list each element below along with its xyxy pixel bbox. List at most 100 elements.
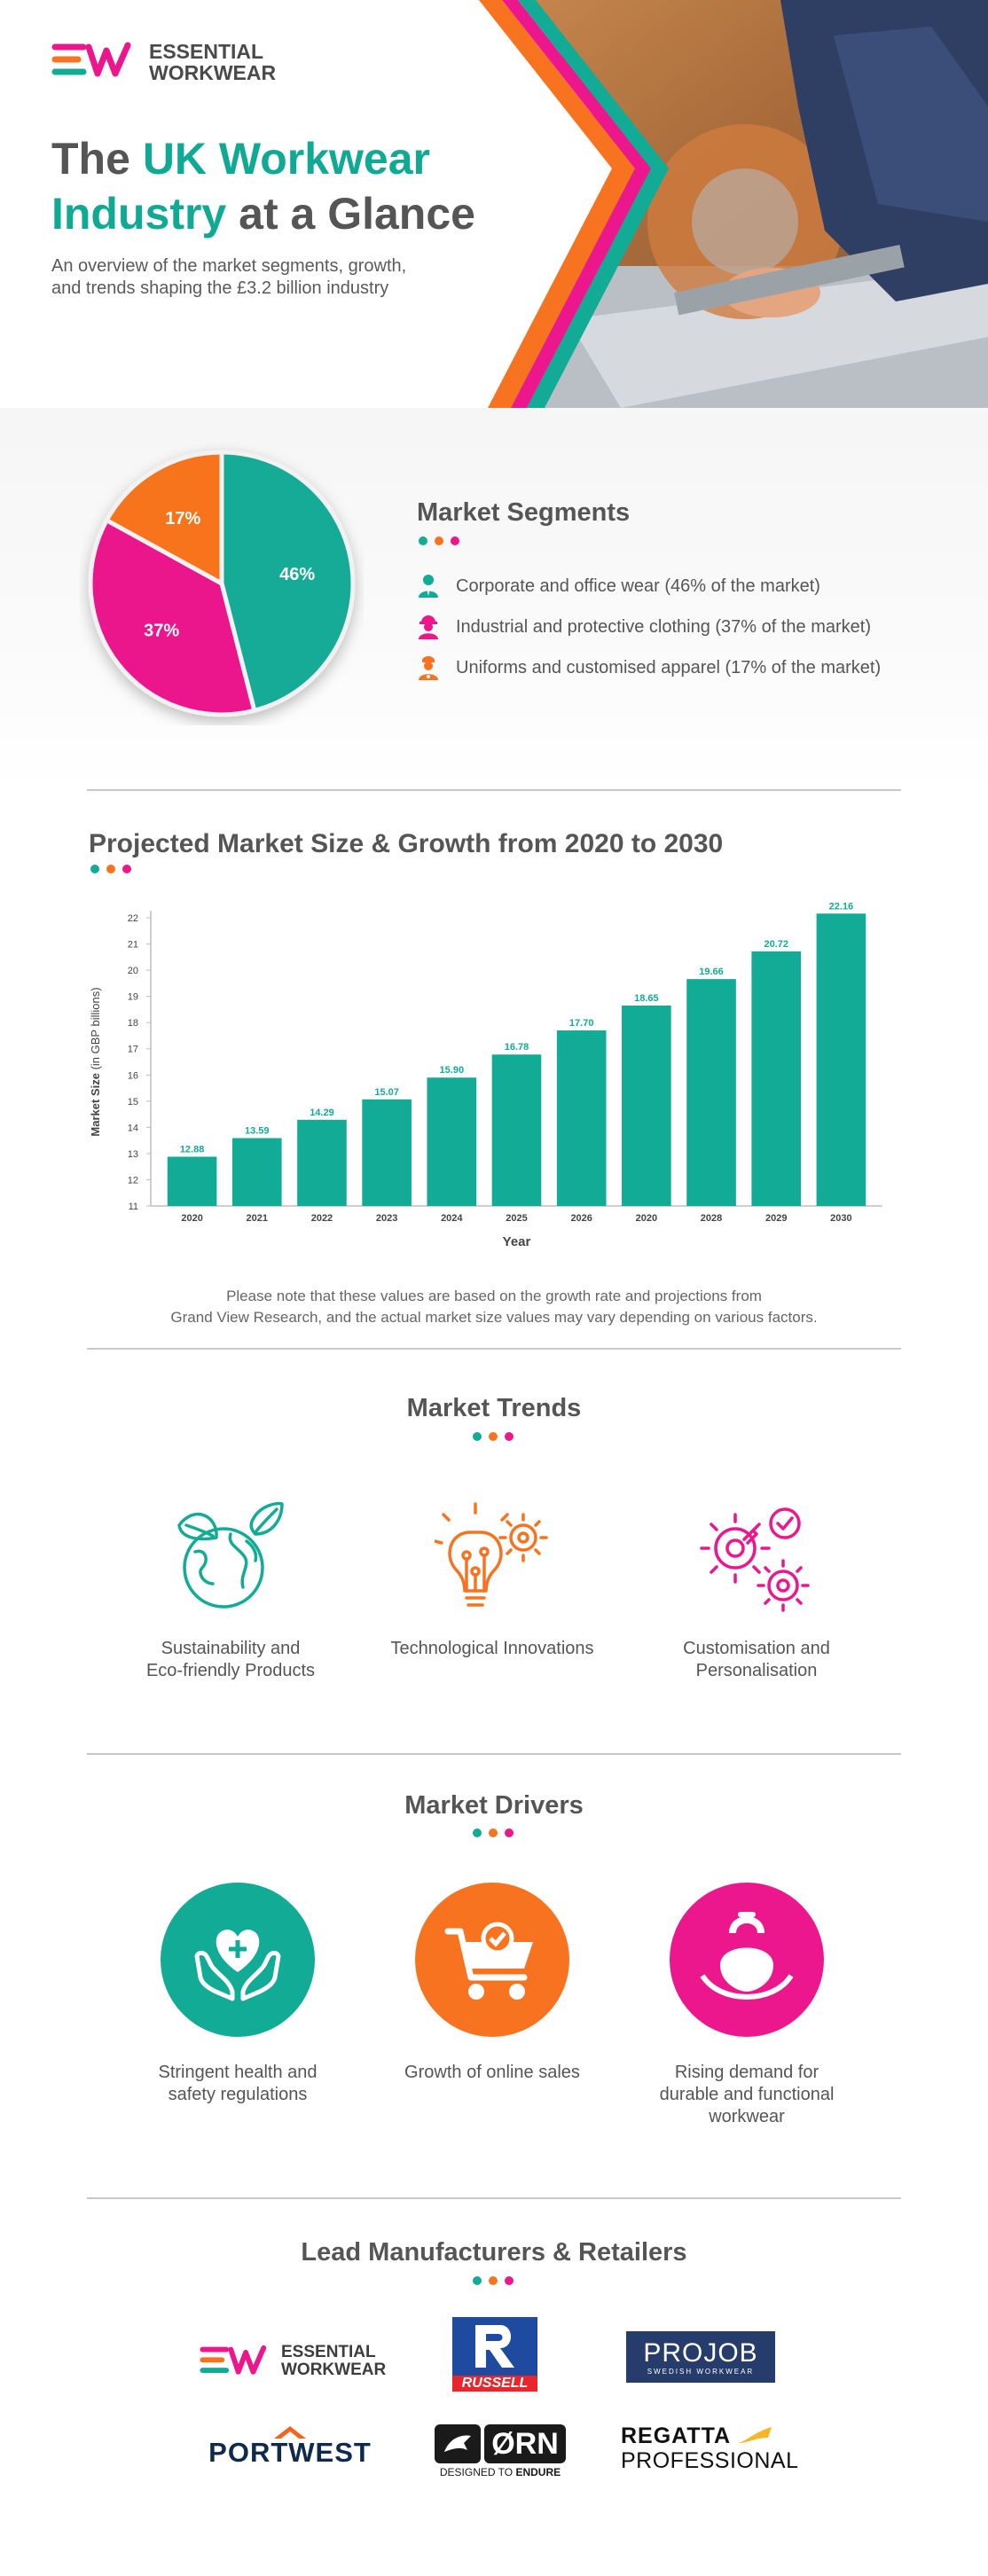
bar-value-label: 19.66 xyxy=(699,967,724,977)
bar xyxy=(427,1077,477,1206)
dot-pink xyxy=(505,2276,514,2285)
x-tick-label: 2021 xyxy=(247,1213,268,1224)
bar-value-label: 14.29 xyxy=(310,1108,334,1118)
bar-value-label: 12.88 xyxy=(180,1144,205,1155)
logo-text-line1: ESSENTIAL xyxy=(149,40,264,63)
dot-teal xyxy=(473,1828,482,1837)
divider xyxy=(87,1348,901,1350)
bjorn-emblem xyxy=(435,2423,482,2463)
russell-wordmark: RUSSELL xyxy=(452,2376,537,2392)
driver-label-durable: Rising demand for durable and functional… xyxy=(640,2062,853,2128)
portwest-wordmark: PORTWEST xyxy=(208,2437,372,2468)
x-tick-label: 2024 xyxy=(441,1213,463,1224)
manufacturers-title-dots xyxy=(473,2276,514,2285)
bar-value-label: 18.65 xyxy=(634,993,659,1004)
dot-orange xyxy=(489,1432,498,1441)
brand-logo-icon xyxy=(51,42,131,77)
growth-title-dots xyxy=(90,865,131,873)
kettlebell-icon xyxy=(670,1883,824,2037)
growth-note-line-1: Please note that these values are based … xyxy=(226,1288,762,1304)
trend-label-line-1: Customisation and xyxy=(683,1639,830,1658)
trend-label-line-1: Technological Innovations xyxy=(390,1639,594,1658)
trend-label-technology: Technological Innovations xyxy=(377,1638,608,1660)
hero-section: ESSENTIAL WORKWEAR The UK Workwear Indus… xyxy=(0,0,988,408)
y-tick-label: 14 xyxy=(128,1123,138,1133)
x-tick-label: 2030 xyxy=(830,1213,851,1224)
y-tick-label: 18 xyxy=(128,1018,138,1029)
bar-value-label: 13.59 xyxy=(245,1125,270,1136)
segments-list: Corporate and office wear (46% of the ma… xyxy=(417,566,881,688)
dot-orange xyxy=(435,536,443,545)
y-tick-label: 22 xyxy=(128,913,138,924)
essential-workwear-logo-icon xyxy=(200,2345,267,2375)
shopping-cart-icon xyxy=(415,1883,569,2037)
driver-label-health: Stringent health and safety regulations xyxy=(131,2062,344,2106)
segment-item-uniforms: Uniforms and customised apparel (17% of … xyxy=(417,647,881,688)
y-tick-label: 19 xyxy=(128,992,138,1003)
bar-value-label: 16.78 xyxy=(505,1042,529,1053)
bar xyxy=(556,1030,607,1206)
segment-item-label: Industrial and protective clothing (37% … xyxy=(456,616,872,637)
logo-russell: RUSSELL xyxy=(451,2316,539,2392)
dot-teal xyxy=(473,1432,482,1441)
x-axis-label: Year xyxy=(503,1234,531,1249)
segments-title-dots xyxy=(419,536,459,545)
dot-teal xyxy=(419,536,427,545)
dot-orange xyxy=(106,865,115,873)
pie-slice xyxy=(88,517,257,717)
uniform-worker-icon xyxy=(419,656,438,680)
dot-pink xyxy=(122,865,131,873)
divider xyxy=(87,2197,901,2199)
x-tick-label: 2025 xyxy=(506,1213,527,1224)
pie-slice-label: 37% xyxy=(144,622,179,641)
trend-label-line-2: Personalisation xyxy=(695,1661,818,1680)
bjorn-tagline-1: DESIGNED TO xyxy=(439,2465,514,2478)
divider xyxy=(87,789,901,791)
trend-label-line-2: Eco-friendly Products xyxy=(145,1661,316,1680)
manufacturers-title: Lead Manufacturers & Retailers xyxy=(301,2238,687,2267)
driver-label-line-2: durable and functional xyxy=(659,2085,835,2104)
bar-value-label: 15.90 xyxy=(440,1065,465,1076)
bar xyxy=(362,1099,412,1206)
bar xyxy=(686,979,736,1206)
regatta-wordmark: REGATTA xyxy=(621,2423,732,2448)
title-the: The xyxy=(51,134,130,184)
lightbulb-gear-icon xyxy=(435,1502,548,1607)
subtitle-line-1: An overview of the market segments, grow… xyxy=(51,256,407,276)
y-tick-label: 12 xyxy=(128,1175,138,1186)
segment-item-label: Corporate and office wear (46% of the ma… xyxy=(456,575,820,596)
segments-title: Market Segments xyxy=(417,498,631,527)
hero-photo xyxy=(479,0,988,408)
bar xyxy=(167,1156,217,1206)
bjorn-wordmark: ØRN xyxy=(484,2423,566,2463)
bird-icon xyxy=(444,2435,472,2452)
bar xyxy=(231,1138,282,1206)
drivers-title-dots xyxy=(473,1828,514,1837)
growth-note-line-2: Grand View Research, and the actual mark… xyxy=(170,1309,818,1326)
driver-label-online: Growth of online sales xyxy=(386,2062,599,2084)
y-tick-label: 15 xyxy=(128,1097,138,1108)
pie-slice-label: 46% xyxy=(279,565,315,584)
y-tick-label: 11 xyxy=(129,1202,138,1212)
x-tick-label: 2020 xyxy=(181,1213,202,1224)
dot-teal xyxy=(90,865,99,873)
drivers-title: Market Drivers xyxy=(404,1791,584,1820)
bar xyxy=(751,951,802,1206)
y-axis-label: Market Size (in GBP billions) xyxy=(89,987,102,1136)
gears-check-icon xyxy=(700,1507,810,1612)
pie-slice xyxy=(219,450,356,714)
logo-essential-workwear: ESSENTIAL WORKWEAR xyxy=(200,2337,395,2386)
trend-label-customisation: Customisation and Personalisation xyxy=(650,1638,863,1682)
x-tick-label: 2028 xyxy=(701,1213,722,1224)
dot-orange xyxy=(489,1828,498,1837)
logo-portwest: PORTWEST xyxy=(197,2421,383,2470)
logo-text-line2: WORKWEAR xyxy=(149,61,277,84)
title-rest: at a Glance xyxy=(239,189,475,239)
x-tick-label: 2029 xyxy=(765,1213,787,1224)
office-worker-icon xyxy=(419,575,438,598)
driver-label-line-1: Stringent health and xyxy=(158,2063,318,2082)
projob-wordmark: PROJOB xyxy=(643,2337,758,2368)
segments-section: 46% 37% 17% Market Segments Corporate and … xyxy=(0,408,988,789)
ew-logo-line-1: ESSENTIAL xyxy=(281,2343,376,2361)
